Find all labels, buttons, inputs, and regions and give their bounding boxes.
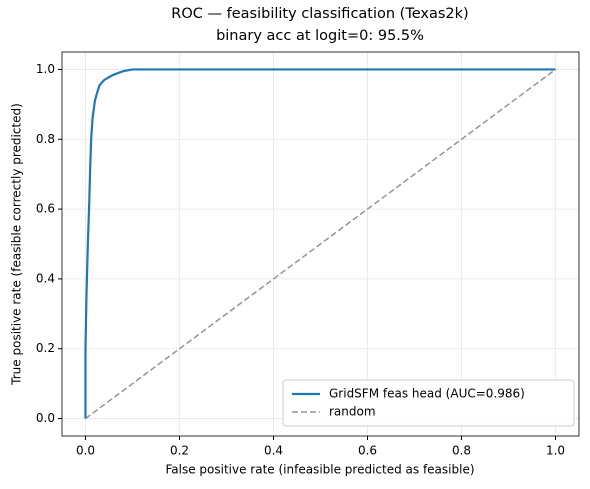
legend-label: random [329,405,376,419]
roc-line [85,68,556,420]
y-tick-label: 0.8 [36,132,55,146]
x-tick-label: 0.8 [452,444,471,458]
x-tick-label: 0.2 [170,444,189,458]
y-tick-label: 0.4 [36,271,55,285]
x-tick-label: 1.0 [546,444,565,458]
y-tick-label: 0.2 [36,341,55,355]
legend-box [282,379,575,427]
chart-title: ROC — feasibility classification (Texas2… [171,6,468,22]
y-axis-label: True positive rate (feasible correctly p… [10,103,24,386]
axes-frame [61,51,580,437]
legend-label: GridSFM feas head (AUC=0.986) [329,387,525,401]
y-tick-label: 0.0 [36,411,55,425]
roc-line [84,68,556,419]
x-axis-label: False positive rate (infeasible predicte… [165,463,474,477]
y-tick-label: 0.6 [36,202,55,216]
x-tick-label: 0.4 [264,444,283,458]
y-tick-label: 1.0 [36,62,55,76]
chart-subtitle: binary acc at logit=0: 95.5% [216,28,424,44]
x-tick-label: 0.0 [76,444,95,458]
x-tick-label: 0.6 [358,444,377,458]
